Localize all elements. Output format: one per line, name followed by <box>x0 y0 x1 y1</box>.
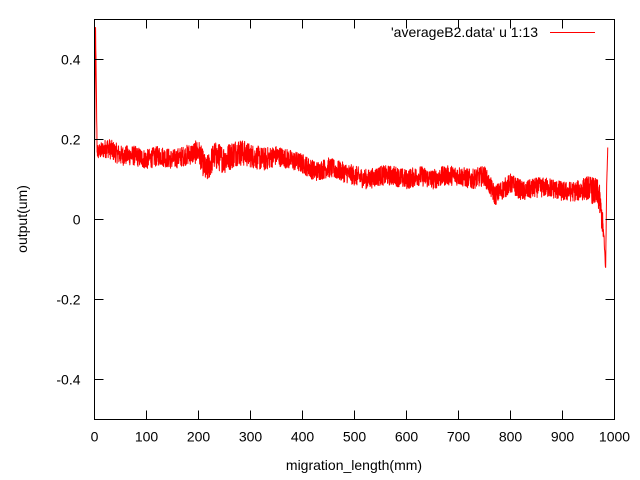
x-tick-label: 600 <box>395 429 419 445</box>
ticks-layer: 0 100 200 300 400 500 600 700 800 900 1000 -0.4 -0.2… <box>56 19 630 445</box>
x-tick-label: 100 <box>135 429 159 445</box>
legend: 'averageB2.data' u 1:13 <box>391 24 595 40</box>
x-axis-label: migration_length(mm) <box>286 457 422 473</box>
y-tick-label: 0.2 <box>61 132 81 148</box>
y-tick-label: 0 <box>73 212 81 228</box>
y-tick-label: -0.2 <box>56 292 80 308</box>
y-axis-label: output(um) <box>14 185 30 253</box>
plot-frame <box>94 19 615 420</box>
x-tick-label: 800 <box>499 429 523 445</box>
legend-label: 'averageB2.data' u 1:13 <box>391 24 538 40</box>
series-layer <box>94 27 609 268</box>
series-line <box>94 27 609 268</box>
x-tick-label: 200 <box>187 429 211 445</box>
x-tick-label: 400 <box>291 429 315 445</box>
x-tick-label: 500 <box>343 429 367 445</box>
x-tick-label: 300 <box>239 429 263 445</box>
y-tick-label: 0.4 <box>61 52 81 68</box>
x-tick-label: 700 <box>447 429 471 445</box>
x-tick-label: 900 <box>551 429 575 445</box>
x-tick-label: 0 <box>91 429 99 445</box>
y-tick-label: -0.4 <box>56 372 80 388</box>
x-tick-label: 1000 <box>599 429 630 445</box>
